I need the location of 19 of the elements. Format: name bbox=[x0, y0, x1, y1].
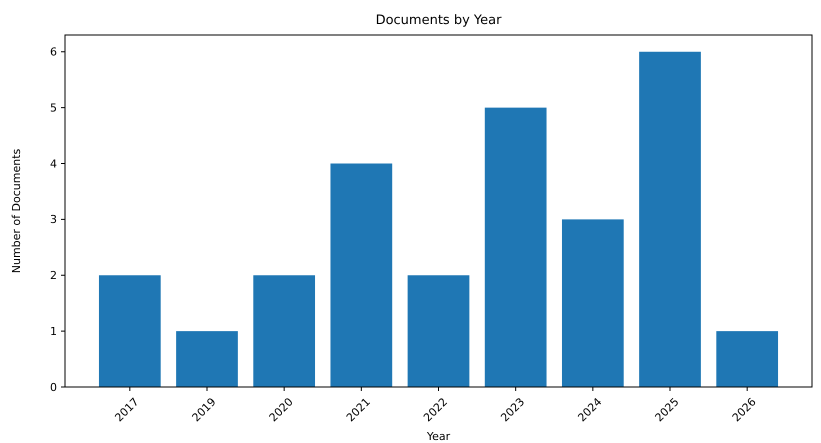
x-axis-title: Year bbox=[426, 430, 451, 443]
bar bbox=[253, 275, 316, 387]
chart-title: Documents by Year bbox=[376, 13, 502, 28]
bar bbox=[176, 331, 238, 387]
y-tick-label: 1 bbox=[50, 324, 57, 338]
bar bbox=[98, 275, 161, 387]
y-tick-label: 5 bbox=[50, 101, 57, 114]
bar bbox=[330, 164, 392, 387]
y-axis-title: Number of Documents bbox=[10, 148, 23, 274]
y-tick-label: 6 bbox=[50, 46, 57, 59]
bar bbox=[716, 331, 778, 387]
y-tick-label: 0 bbox=[50, 380, 57, 394]
y-tick-label: 2 bbox=[50, 269, 57, 282]
bar bbox=[639, 52, 701, 387]
bar bbox=[484, 108, 547, 387]
bar bbox=[408, 275, 470, 387]
y-tick-label: 4 bbox=[50, 157, 57, 170]
y-tick-label: 3 bbox=[50, 213, 57, 226]
bar bbox=[562, 219, 624, 387]
